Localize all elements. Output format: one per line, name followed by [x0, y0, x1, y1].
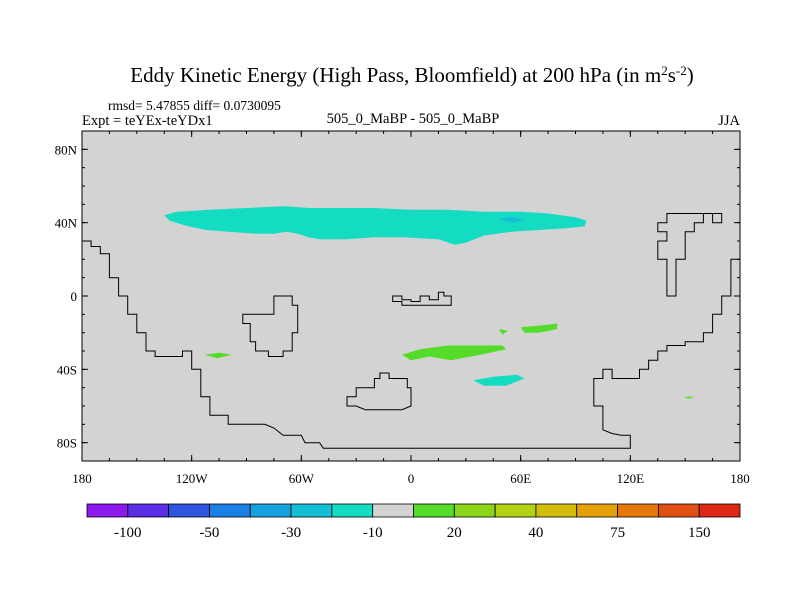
chart-title-main: Eddy Kinetic Energy (High Pass, Bloomfie… — [130, 63, 661, 87]
y-tick-label: 40S — [57, 362, 77, 377]
region-south-atlantic-patch — [401, 345, 506, 361]
chart-title-unit-mid: s — [668, 63, 676, 87]
stats-line: rmsd= 5.47855 diff= 0.0730095 — [108, 98, 281, 113]
coast-northeast-inlet-outline — [657, 213, 723, 297]
coast-west-continent-outline — [82, 240, 740, 449]
colorbar-swatch — [249, 503, 292, 518]
chart-title-close: ) — [687, 63, 694, 87]
chart-title: Eddy Kinetic Energy (High Pass, Bloomfie… — [130, 63, 694, 88]
colorbar-label: 20 — [447, 525, 462, 541]
y-tick-label: 80S — [57, 436, 77, 451]
region-far-southeast-dot — [683, 396, 695, 399]
colorbar-swatch — [617, 503, 659, 518]
comparison-label: 505_0_MaBP - 505_0_MaBP — [327, 111, 500, 127]
colorbar: -100 -50 -30 -10 20 40 75 150 — [86, 503, 741, 541]
colorbar-swatch — [168, 503, 210, 518]
colorbar-label: -100 — [114, 525, 142, 541]
colorbar-label: 40 — [528, 525, 543, 541]
coast-south-atlantic-island-outline — [346, 372, 412, 411]
colorbar-swatch — [209, 503, 251, 518]
x-tick-label: 60E — [510, 471, 531, 486]
colorbar-label: -50 — [199, 525, 219, 541]
colorbar-swatch — [535, 503, 578, 518]
colorbar-swatch — [453, 503, 496, 518]
colorbar-swatch — [290, 503, 333, 518]
chart-title-unit-exp-b: -2 — [676, 63, 687, 78]
coast-equatorial-small-outline — [392, 291, 452, 306]
colorbar-swatch — [372, 503, 414, 518]
region-northern-band-core — [498, 217, 525, 223]
x-tick-label: 60W — [289, 471, 315, 486]
season-label: JJA — [718, 113, 740, 129]
region-small-patch-near-50e — [498, 329, 508, 335]
coastlines — [82, 213, 740, 449]
x-tick-label: 180 — [730, 471, 750, 486]
region-southern-ocean-patch — [473, 374, 525, 386]
x-tick-label: 180 — [72, 471, 92, 486]
region-northern-midlatitude-band — [164, 206, 587, 245]
experiment-label: Expt = teYEx-teYDx1 — [82, 113, 213, 129]
coast-south-pacific-island-outline — [242, 295, 299, 357]
colorbar-label: -10 — [363, 525, 383, 541]
y-tick-label: 80N — [55, 142, 78, 157]
map-background — [82, 131, 740, 461]
region-south-indian-patch — [520, 323, 558, 333]
axis-ticks: 180 120W 60W 0 60E 120E 180 80N 40N 0 40S 80S — [55, 130, 750, 486]
colorbar-label: -30 — [281, 525, 301, 541]
anomaly-regions — [164, 206, 695, 399]
y-tick-label: 40N — [55, 216, 78, 231]
colorbar-swatch — [331, 503, 374, 518]
x-tick-label: 120W — [176, 471, 209, 486]
colorbar-swatch — [576, 503, 618, 518]
colorbar-swatch — [657, 503, 700, 518]
x-tick-label: 120E — [617, 471, 645, 486]
colorbar-label: 150 — [688, 525, 711, 541]
colorbar-swatch — [127, 503, 170, 518]
colorbar-swatch — [494, 503, 537, 518]
colorbar-swatch — [86, 503, 129, 518]
x-tick-label: 0 — [408, 471, 415, 486]
region-south-pacific-patch — [204, 352, 232, 359]
colorbar-swatch — [413, 503, 455, 518]
chart-title-unit-exp-a: 2 — [661, 63, 668, 78]
colorbar-swatch — [698, 503, 741, 518]
y-tick-label: 0 — [71, 289, 78, 304]
colorbar-label: 75 — [610, 525, 625, 541]
